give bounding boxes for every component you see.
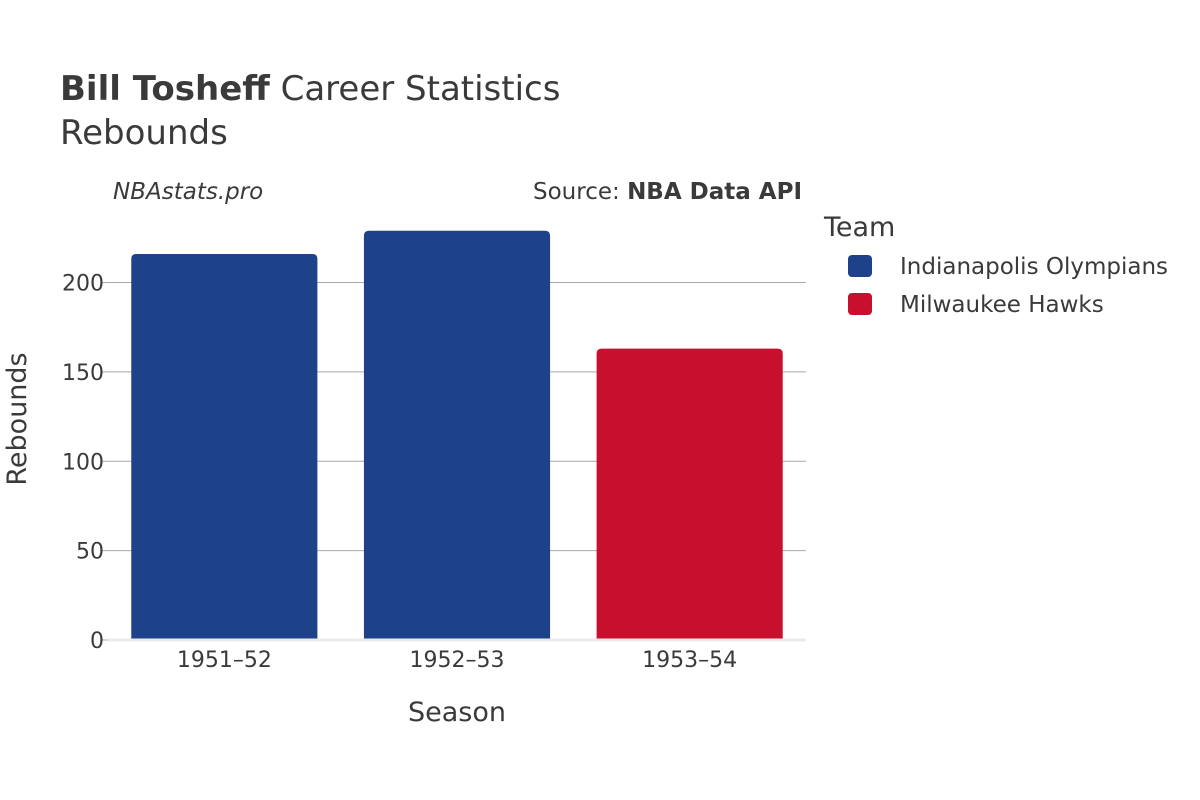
bar-1952–53[interactable] [363, 230, 551, 641]
y-axis-title: Rebounds [2, 352, 33, 485]
axes: 0 50 100 150 200 1951–52 1952–53 1953–54 [62, 272, 806, 673]
y-tick-label: 150 [62, 361, 104, 386]
legend-swatch[interactable] [848, 255, 872, 277]
source-name: NBA Data API [627, 179, 802, 205]
x-tick-label: 1953–54 [642, 648, 737, 673]
legend-label[interactable]: Indianapolis Olympians [900, 254, 1168, 280]
y-tick-label: 0 [90, 629, 104, 654]
title-player-name: Bill Tosheff [60, 69, 270, 109]
bar-1953–54[interactable] [596, 348, 783, 640]
legend: Team Indianapolis Olympians Milwaukee Haw… [823, 212, 1168, 318]
y-tick-label: 100 [62, 450, 104, 475]
x-tick-label: 1952–53 [410, 648, 505, 673]
bars [131, 230, 783, 641]
legend-title: Team [823, 212, 895, 243]
y-tick-label: 200 [62, 272, 104, 297]
source-note: Source: NBA Data API [533, 179, 802, 205]
watermark: NBAstats.pro [113, 179, 263, 205]
source-prefix: Source: [533, 179, 627, 205]
x-axis-title: Season [408, 697, 506, 728]
bar-1951–52[interactable] [131, 253, 318, 640]
x-tick-label: 1951–52 [177, 648, 272, 673]
chart-title: Bill Tosheff Career Statistics [60, 69, 560, 109]
title-suffix: Career Statistics [270, 69, 561, 109]
y-tick-label: 50 [76, 540, 104, 565]
legend-swatch[interactable] [848, 293, 872, 315]
chart-subtitle: Rebounds [60, 113, 228, 153]
legend-items: Indianapolis Olympians Milwaukee Hawks [848, 254, 1168, 318]
legend-label[interactable]: Milwaukee Hawks [900, 292, 1104, 318]
